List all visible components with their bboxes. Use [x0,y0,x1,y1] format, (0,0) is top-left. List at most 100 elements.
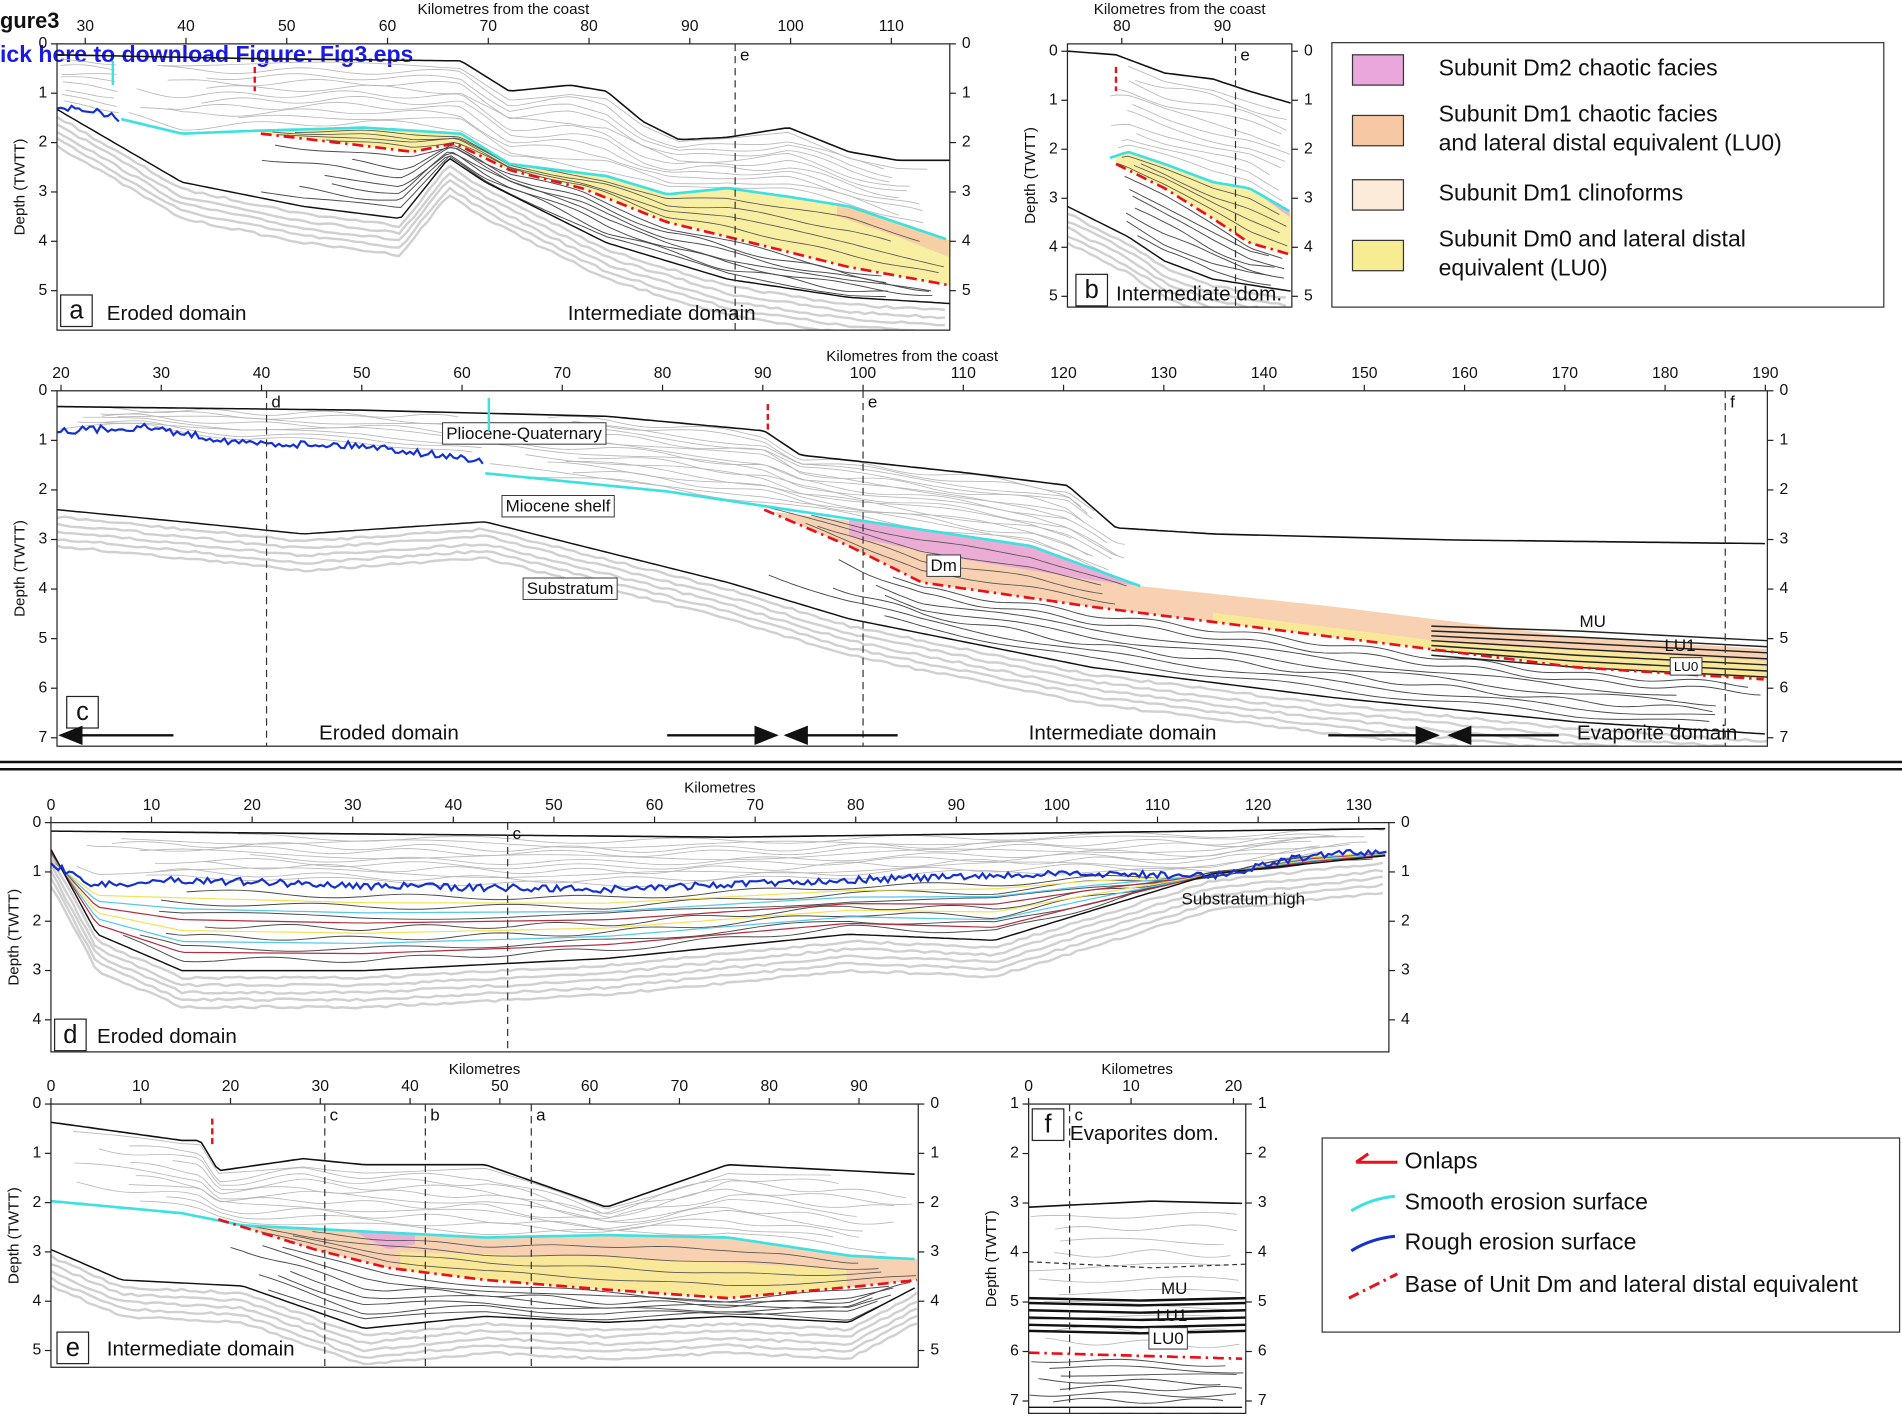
deep-reflector [50,886,1383,1010]
deep-reflector [57,515,1768,743]
x-tick-label: 90 [948,797,966,814]
x-axis-title: Kilometres [684,780,756,797]
reflector [1118,88,1283,135]
unit-fill [400,1252,847,1299]
reflector [61,94,117,107]
reflector [167,79,890,183]
x-tick-label: 20 [1225,1078,1243,1095]
deep-reflector [1067,225,1261,308]
mu-reflector [1431,635,1768,654]
reflector [121,835,1335,849]
reflector [490,463,1109,571]
y-tick-label: 4 [1049,238,1058,255]
reflector [268,1289,906,1321]
legend-label: and lateral distal equivalent (LU0) [1439,130,1782,156]
unit-fill [836,204,949,257]
reflector [1140,163,1287,227]
y-tick-label: 3 [39,531,48,548]
legend-symbol [1355,1152,1398,1164]
reflector [1132,195,1285,270]
x-tick-label: 50 [491,1078,509,1095]
figure-label: gure3 [0,8,59,33]
x-tick-label: 160 [1451,365,1478,382]
y-tick-label: 4 [32,1011,41,1028]
y-tick-label-right: 5 [930,1342,939,1359]
reflector [106,406,459,418]
deep-reflector [57,116,946,312]
download-link[interactable]: ick here to download Figure: Fig3.eps [0,41,413,67]
mu-reflector [1431,649,1768,672]
reflector [74,1162,857,1223]
mu-reflector [1431,644,1768,666]
x-tick-label: 40 [177,18,195,35]
panel-letter: d [63,1021,77,1049]
y-tick-label: 5 [1049,287,1058,304]
mu-reflector [1431,630,1768,648]
y-tick-label-right: 0 [1304,42,1313,59]
reflector [1128,80,1287,131]
y-tick-label: 0 [32,814,41,831]
reflector [261,155,886,298]
y-tick-label-right: 7 [1779,729,1788,746]
x-tick-label: 100 [1044,797,1071,814]
y-tick-label-right: 5 [1258,1293,1267,1310]
reflector [1121,139,1280,191]
annotation-box [522,577,618,600]
reflector [112,833,1338,853]
reflector [59,423,473,453]
deep-reflector [57,522,1754,747]
y-axis-title: Depth (TWTT) [1022,127,1039,224]
legend-symbol [1348,1272,1399,1300]
reflector [892,576,1749,688]
x-tick-label: 90 [850,1078,868,1095]
reflector [1121,155,1280,216]
seismic-profile [57,54,950,331]
reflector [1134,79,1287,120]
x-tick-label: 20 [52,365,70,382]
mu-reflector [1028,1301,1246,1307]
annotation: LU1 [1664,636,1695,655]
mu-reflector [1028,1329,1246,1335]
basement [57,108,950,305]
deep-reflector [57,144,837,331]
reflector [312,1231,859,1264]
base-unit-dm [260,132,950,287]
reflector [62,81,118,92]
reflector [875,584,1677,696]
x-axis-title: Kilometres from the coast [417,1,590,18]
reflector [1038,1276,1239,1283]
y-tick-label-right: 1 [1779,432,1788,449]
y-tick-label: 2 [1010,1145,1019,1162]
y-tick-label-right: 0 [1779,382,1788,399]
reflector [1110,94,1281,147]
y-axis-title: Depth (TWTT) [12,520,29,617]
seismic-profile [1028,1200,1246,1414]
annotation-box [1148,1327,1188,1350]
seismic-profile [50,1121,918,1366]
y-tick-label: 4 [1010,1244,1019,1261]
y-tick-label-right: 3 [1258,1194,1267,1211]
y-tick-label: 1 [39,84,48,101]
horizon [50,853,1386,945]
x-tick-label: 100 [850,365,877,382]
reflector [128,112,924,224]
y-tick-label-right: 6 [1779,679,1788,696]
reflector [241,1224,879,1270]
reflector [884,615,1710,722]
reflector [186,855,1309,901]
x-tick-label: 50 [545,797,563,814]
mu-reflector [1028,1316,1246,1322]
reflector [1137,235,1271,286]
reflector [249,840,1312,866]
reflector [299,155,888,293]
x-tick-label: 60 [453,365,471,382]
reflector [1136,133,1271,176]
reflector [61,58,116,66]
y-tick-label: 5 [39,282,48,299]
x-tick-label: 10 [1122,1078,1140,1095]
deep-reflector [50,1263,918,1345]
x-tick-label: 180 [1652,365,1679,382]
reflector [135,1175,894,1225]
legend-label: Subunit Dm0 and lateral distal [1439,225,1746,251]
panel-frame [56,390,1768,747]
